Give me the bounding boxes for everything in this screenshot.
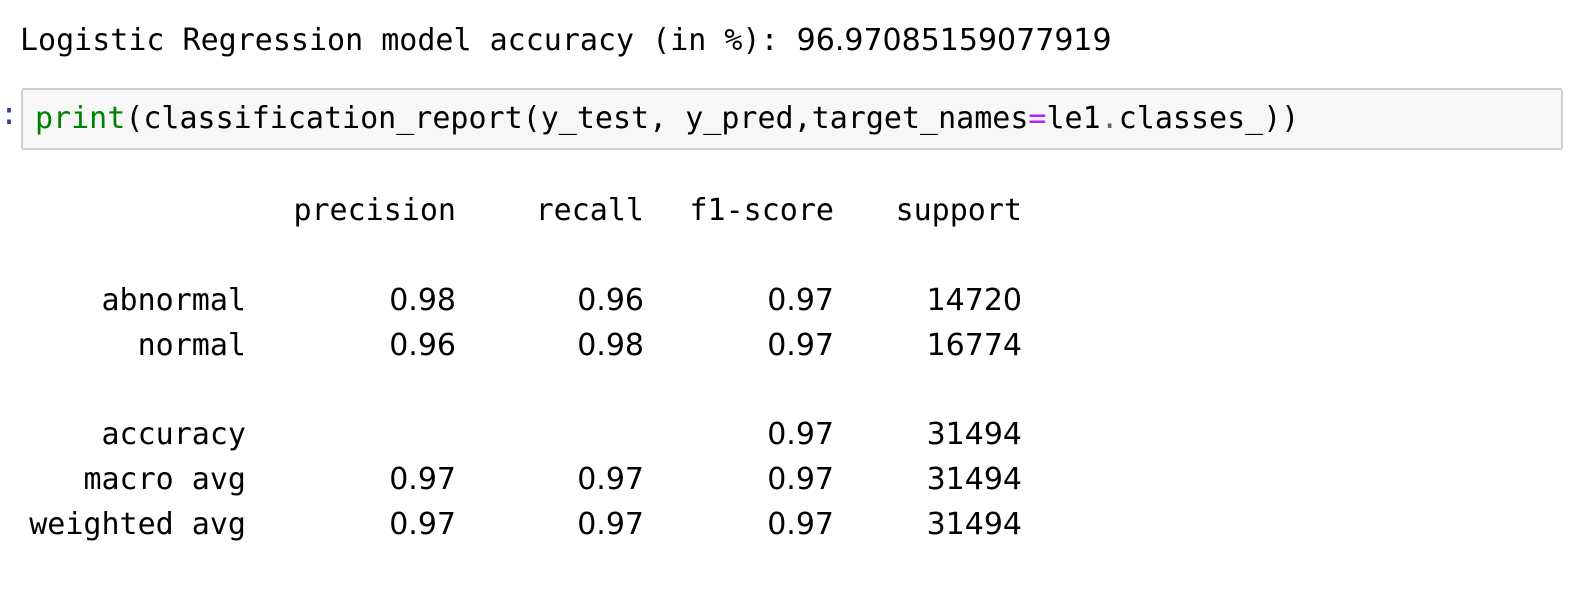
cell-f1: 0.97 bbox=[767, 462, 834, 497]
cell-precision: 0.97 bbox=[389, 507, 456, 542]
cell-support: 31494 bbox=[926, 507, 1022, 542]
cell-precision: 0.97 bbox=[389, 462, 456, 497]
code-operator-equals: = bbox=[1028, 101, 1047, 136]
cell-recall: 0.98 bbox=[577, 328, 644, 363]
header-recall: recall bbox=[535, 193, 644, 228]
code-segment-3: classes_)) bbox=[1118, 101, 1300, 136]
row-label: weighted avg bbox=[29, 507, 246, 542]
cell-support: 31494 bbox=[926, 417, 1022, 452]
cell-f1: 0.97 bbox=[767, 328, 834, 363]
cell-support: 14720 bbox=[926, 283, 1022, 318]
cell-prompt: : bbox=[0, 97, 19, 132]
header-support: support bbox=[895, 193, 1022, 228]
code-segment-1: (classification_report(y_test, y_pred,ta… bbox=[125, 101, 1029, 136]
accuracy-output: Logistic Regression model accuracy (in %… bbox=[20, 22, 1112, 60]
code-dot: . bbox=[1100, 101, 1119, 136]
cell-f1: 0.97 bbox=[767, 507, 834, 542]
cell-precision: 0.96 bbox=[389, 328, 456, 363]
code-cell[interactable]: print(classification_report(y_test, y_pr… bbox=[21, 88, 1563, 150]
header-f1-score: f1-score bbox=[689, 193, 835, 228]
cell-f1: 0.97 bbox=[767, 283, 834, 318]
accuracy-label: Logistic Regression model accuracy (in %… bbox=[20, 23, 797, 58]
row-label: abnormal bbox=[101, 283, 247, 318]
code-builtin-print: print bbox=[35, 101, 126, 136]
cell-f1: 0.97 bbox=[767, 417, 834, 452]
accuracy-value: 96.97085159077919 bbox=[796, 23, 1112, 58]
cell-support: 31494 bbox=[926, 462, 1022, 497]
row-label: normal bbox=[137, 328, 246, 363]
cell-recall: 0.97 bbox=[577, 507, 644, 542]
row-label: accuracy bbox=[101, 417, 247, 452]
code-segment-2: le1 bbox=[1046, 101, 1101, 136]
header-precision: precision bbox=[293, 193, 456, 228]
cell-support: 16774 bbox=[926, 328, 1022, 363]
code-input[interactable]: print(classification_report(y_test, y_pr… bbox=[35, 99, 1299, 139]
cell-recall: 0.97 bbox=[577, 462, 644, 497]
cell-recall: 0.96 bbox=[577, 283, 644, 318]
row-label: macro avg bbox=[83, 462, 246, 497]
cell-precision: 0.98 bbox=[389, 283, 456, 318]
